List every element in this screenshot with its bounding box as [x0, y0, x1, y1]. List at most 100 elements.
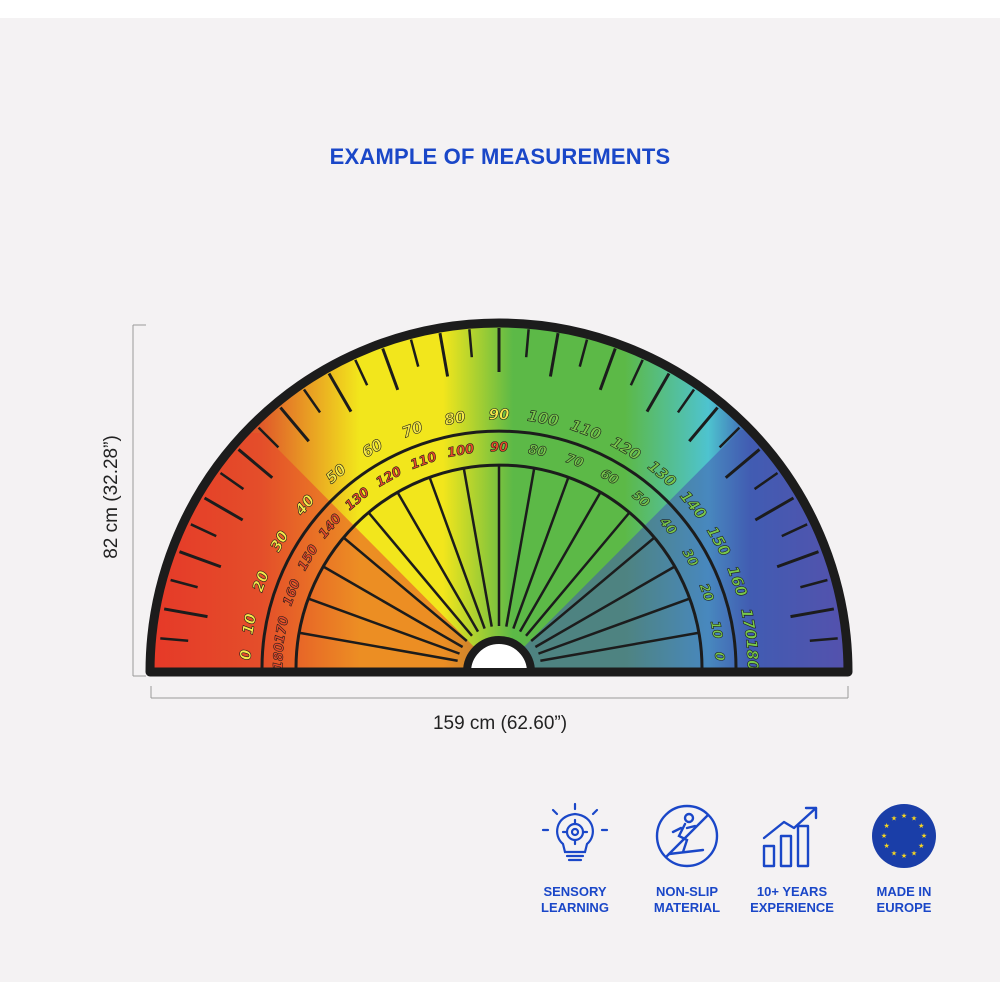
inner-degree-label: 10 — [707, 620, 725, 640]
width-dimension-line — [150, 686, 849, 699]
sensory-learning-icon — [541, 802, 609, 862]
outer-tick — [790, 607, 835, 619]
outer-tick — [754, 496, 795, 522]
feature-sensory-learning: SENSORY LEARNING — [520, 800, 630, 916]
inner-ray — [396, 491, 480, 633]
inner-degree-label: 80 — [527, 442, 547, 460]
inner-ray — [322, 565, 464, 649]
outer-degree-label: 10 — [239, 612, 260, 636]
outer-tick — [409, 339, 420, 367]
height-dimension-line — [132, 324, 146, 677]
width-label: 159 cm (62.60”) — [432, 713, 568, 734]
inner-ray — [530, 536, 656, 642]
eu-star-icon: ★ — [921, 832, 927, 840]
non-slip-icon — [655, 804, 719, 868]
outer-degree-label: 80 — [443, 408, 467, 429]
inner-ray — [540, 631, 700, 662]
feature-made-in-europe: ★ ★ ★ ★ ★ ★ ★ ★ ★ ★ ★ ★ MADE IN EUROPE — [849, 800, 959, 916]
inner-ray — [367, 511, 473, 637]
outer-tick — [170, 578, 198, 589]
feature-experience: 10+ YEARS EXPERIENCE — [737, 800, 847, 916]
inner-degree-label: 70 — [563, 451, 585, 471]
outer-tick — [718, 426, 741, 449]
eu-star-icon: ★ — [918, 842, 924, 850]
outer-tick — [688, 406, 719, 443]
outer-tick — [354, 359, 369, 386]
inner-ray — [307, 597, 460, 655]
height-label: 82 cm (32.28”) — [101, 435, 122, 559]
eu-star-icon: ★ — [881, 832, 887, 840]
eu-star-icon: ★ — [884, 822, 890, 830]
outer-tick — [548, 332, 560, 377]
inner-degree-label: 0 — [711, 652, 726, 662]
outer-tick — [160, 637, 189, 643]
inner-ray — [298, 631, 458, 662]
outer-degree-label: 170 — [737, 607, 760, 641]
inner-ray — [518, 491, 602, 633]
inner-ray — [512, 476, 570, 629]
inner-degree-label: 180 — [271, 643, 287, 671]
outer-tick — [381, 347, 400, 391]
outer-tick — [598, 347, 617, 391]
protractor-outline — [145, 318, 853, 677]
outer-tick — [163, 607, 208, 619]
eu-star-icon: ★ — [911, 815, 917, 823]
feature-label: MADE IN EUROPE — [876, 884, 932, 915]
outer-tick — [190, 523, 217, 538]
outer-tick — [724, 448, 761, 479]
eu-star-icon: ★ — [901, 852, 907, 860]
inner-ray — [534, 565, 676, 649]
center-notch — [462, 636, 536, 676]
inner-degree-label: 90 — [490, 441, 508, 456]
inner-degree-label: 100 — [446, 442, 475, 461]
outer-tick — [753, 471, 779, 491]
middle-arc — [260, 429, 738, 669]
outer-tick — [645, 372, 671, 413]
outer-tick — [257, 426, 280, 449]
inner-degree-label: 170 — [273, 615, 292, 644]
outer-degree-label: 90 — [489, 406, 510, 424]
inner-arc — [294, 463, 704, 669]
inner-ray — [505, 467, 536, 627]
outer-tick — [219, 471, 245, 491]
outer-tick — [676, 388, 696, 414]
outer-tick — [809, 637, 838, 643]
outer-tick — [237, 448, 274, 479]
inner-degree-label: 20 — [696, 582, 716, 604]
inner-ray — [342, 536, 468, 642]
inner-ray — [538, 597, 691, 655]
outer-tick — [438, 332, 450, 377]
eu-star-icon: ★ — [918, 822, 924, 830]
eu-star-icon: ★ — [891, 849, 897, 857]
feature-label: NON-SLIP MATERIAL — [653, 884, 721, 915]
outer-tick — [203, 496, 244, 522]
outer-tick — [629, 359, 644, 386]
eu-flag-icon: ★ ★★★★★★★★★★★ — [872, 804, 936, 868]
inner-ray — [428, 476, 486, 629]
inner-ray — [462, 467, 493, 627]
eu-star-icon: ★ — [901, 812, 907, 820]
feature-label: SENSORY LEARNING — [541, 884, 609, 915]
outer-tick — [524, 329, 530, 358]
feature-non-slip: NON-SLIP MATERIAL — [632, 800, 742, 916]
outer-tick — [279, 406, 310, 443]
outer-tick — [578, 339, 589, 367]
outer-degree-label: 180 — [742, 639, 762, 671]
eu-star-icon: ★ — [911, 849, 917, 857]
outer-tick — [178, 550, 222, 569]
outer-tick — [781, 523, 808, 538]
tick-marks — [160, 328, 838, 662]
growth-chart-icon — [762, 806, 818, 868]
page-title: EXAMPLE OF MEASUREMENTS — [329, 144, 671, 169]
outer-tick — [468, 329, 474, 358]
feature-label: 10+ YEARS EXPERIENCE — [750, 884, 834, 915]
eu-star-icon: ★ — [891, 815, 897, 823]
outer-tick — [776, 550, 820, 569]
eu-star-icon: ★ — [884, 842, 890, 850]
inner-ray — [525, 511, 631, 637]
outer-degree-label: 0 — [237, 649, 256, 660]
outer-tick — [800, 578, 828, 589]
outer-degree-label: 100 — [526, 407, 560, 430]
outer-tick — [302, 388, 322, 414]
